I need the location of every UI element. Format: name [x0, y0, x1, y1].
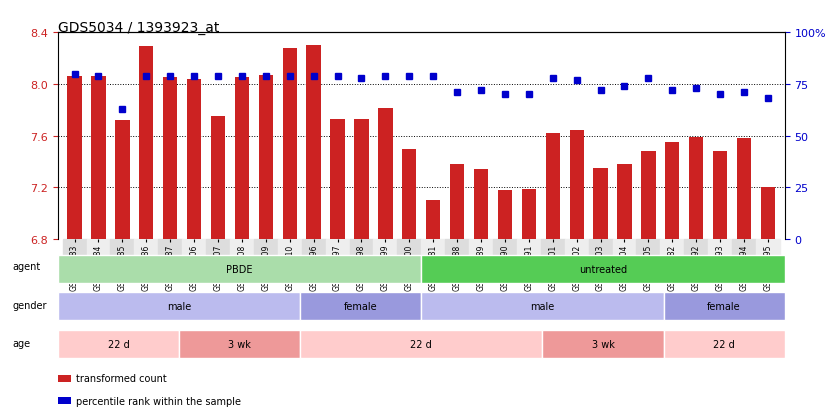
FancyBboxPatch shape — [300, 330, 543, 358]
Bar — [278, 240, 301, 281]
Text: GDS5034 / 1393923_at: GDS5034 / 1393923_at — [58, 21, 219, 35]
Bar — [761, 188, 775, 413]
Bar — [565, 240, 589, 281]
Text: gender: gender — [12, 300, 47, 310]
Bar — [87, 240, 111, 281]
Bar — [159, 240, 183, 281]
FancyBboxPatch shape — [58, 293, 300, 320]
Text: male: male — [167, 301, 191, 312]
Bar — [306, 46, 320, 413]
Text: percentile rank within the sample: percentile rank within the sample — [76, 396, 241, 406]
Bar — [684, 240, 708, 281]
Bar — [349, 240, 373, 281]
Bar — [206, 240, 230, 281]
Bar — [330, 119, 344, 413]
Bar — [135, 240, 159, 281]
Bar — [756, 240, 780, 281]
Bar — [115, 121, 130, 413]
Bar — [613, 240, 637, 281]
FancyBboxPatch shape — [663, 293, 785, 320]
Text: male: male — [530, 301, 554, 312]
Text: female: female — [344, 301, 377, 312]
FancyBboxPatch shape — [421, 293, 663, 320]
Bar — [445, 240, 469, 281]
FancyBboxPatch shape — [663, 330, 785, 358]
Bar — [713, 152, 728, 413]
Text: untreated: untreated — [579, 264, 627, 275]
Bar — [373, 240, 397, 281]
Text: 3 wk: 3 wk — [591, 339, 615, 349]
Bar — [421, 240, 445, 281]
Text: 22 d: 22 d — [411, 339, 432, 349]
Bar — [58, 375, 71, 382]
Bar — [546, 134, 560, 413]
Bar — [660, 240, 684, 281]
Bar — [183, 240, 206, 281]
Bar — [708, 240, 732, 281]
Bar — [259, 76, 273, 413]
Bar — [689, 138, 704, 413]
Text: 22 d: 22 d — [714, 339, 735, 349]
Bar — [522, 189, 536, 413]
FancyBboxPatch shape — [300, 293, 421, 320]
Bar — [211, 117, 225, 413]
Bar — [665, 143, 680, 413]
FancyBboxPatch shape — [58, 256, 421, 283]
Bar — [593, 169, 608, 413]
Bar — [737, 139, 751, 413]
Bar — [450, 165, 464, 413]
Bar — [402, 149, 416, 413]
Bar — [589, 240, 613, 281]
Bar — [354, 119, 368, 413]
Bar — [301, 240, 325, 281]
Bar — [92, 77, 106, 413]
Bar — [58, 397, 71, 404]
Bar — [732, 240, 756, 281]
Bar — [469, 240, 493, 281]
Text: PBDE: PBDE — [226, 264, 253, 275]
Bar — [163, 78, 178, 413]
Text: female: female — [707, 301, 741, 312]
Text: 3 wk: 3 wk — [228, 339, 251, 349]
Text: transformed count: transformed count — [76, 373, 167, 383]
Bar — [426, 201, 440, 413]
Bar — [474, 170, 488, 413]
Bar — [541, 240, 565, 281]
FancyBboxPatch shape — [421, 256, 785, 283]
Bar — [498, 190, 512, 413]
Text: age: age — [12, 338, 31, 348]
Bar — [282, 49, 297, 413]
Bar — [569, 131, 584, 413]
Bar — [617, 165, 632, 413]
Bar — [254, 240, 278, 281]
Bar — [325, 240, 349, 281]
Bar — [68, 77, 82, 413]
Bar — [397, 240, 421, 281]
Text: 22 d: 22 d — [107, 339, 129, 349]
Bar — [111, 240, 135, 281]
Bar — [139, 47, 154, 413]
Bar — [641, 152, 656, 413]
Bar — [235, 78, 249, 413]
FancyBboxPatch shape — [543, 330, 663, 358]
Bar — [517, 240, 541, 281]
FancyBboxPatch shape — [179, 330, 300, 358]
Bar — [637, 240, 660, 281]
Bar — [63, 240, 87, 281]
Bar — [378, 109, 392, 413]
Bar — [187, 79, 202, 413]
FancyBboxPatch shape — [58, 330, 179, 358]
Bar — [493, 240, 517, 281]
Bar — [230, 240, 254, 281]
Text: agent: agent — [12, 261, 40, 271]
